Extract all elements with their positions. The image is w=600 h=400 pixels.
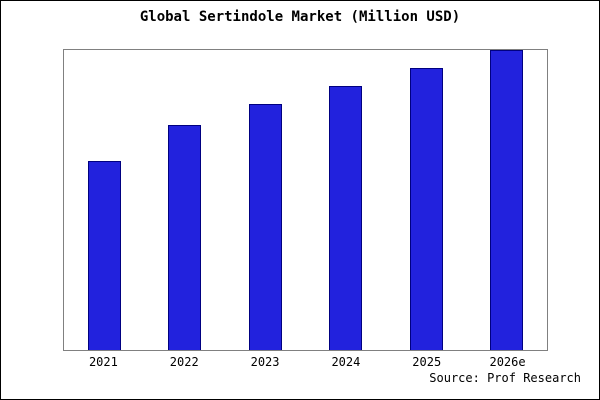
x-tick-label-2025: 2025: [412, 355, 442, 369]
bar-2024: [329, 86, 363, 350]
x-tick-label-2022: 2022: [169, 355, 199, 369]
bar-slot: [386, 50, 467, 350]
plot-area: [63, 49, 548, 351]
x-tick-label-2026e: 2026e: [489, 355, 526, 369]
chart-title: Global Sertindole Market (Million USD): [139, 9, 461, 25]
source-note: Source: Prof Research: [429, 371, 581, 385]
bar-slot: [306, 50, 387, 350]
bar-2022: [168, 125, 202, 350]
bar-2025: [409, 68, 443, 350]
bar-slot: [467, 50, 548, 350]
x-tick-label-2024: 2024: [331, 355, 361, 369]
bars: [64, 50, 547, 350]
bar-2021: [87, 161, 121, 350]
bar-slot: [225, 50, 306, 350]
bar-2023: [248, 104, 282, 350]
x-tick-label-2023: 2023: [250, 355, 280, 369]
bar-slot: [64, 50, 145, 350]
bar-slot: [145, 50, 226, 350]
x-axis-labels: 2021 2022 2023 2024 2025 2026e: [63, 355, 548, 369]
x-tick-label-2021: 2021: [88, 355, 118, 369]
bar-2026e: [490, 50, 524, 350]
